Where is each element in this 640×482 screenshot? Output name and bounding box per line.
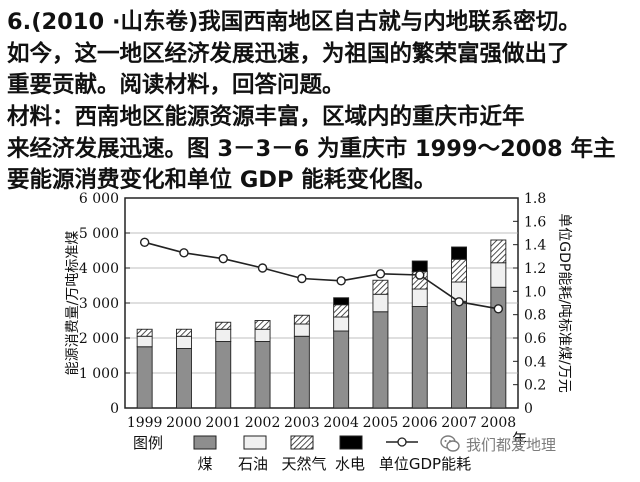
bar-segment <box>411 260 428 272</box>
gdp-energy-point <box>218 253 228 264</box>
gdp-energy-line <box>144 241 499 310</box>
legend-swatch <box>290 435 314 450</box>
bar-segment <box>254 341 271 409</box>
question-line-2: 如今，这一地区经济发展迅速，为祖国的繁荣富强做出了 <box>7 41 570 67</box>
x-tick-label: 2004 <box>323 415 359 431</box>
gdp-energy-point <box>375 269 386 279</box>
y2-axis-label: 单位GDP能耗/吨标准煤/万元 <box>556 213 572 393</box>
y-tick-label: 0 <box>110 401 119 417</box>
bar-segment <box>451 246 467 260</box>
y2-tick-label: 0.2 <box>524 378 546 394</box>
y-tick-label: 4 000 <box>79 261 119 277</box>
bar-segment <box>490 262 507 288</box>
gdp-energy-point <box>297 273 307 284</box>
legend-label: 煤 <box>197 455 212 473</box>
gdp-energy-point <box>179 248 189 258</box>
bar-segment <box>175 348 192 409</box>
y2-tick-label: 1.6 <box>524 214 546 230</box>
watermark-text: 我们都爱地理 <box>466 435 557 454</box>
bar-segment <box>411 306 428 409</box>
energy-chart: 0 1 000 2 000 3 000 4 000 5 000 6 000 0 0.2 0.4 0.… <box>60 190 620 478</box>
x-tick-label: 2006 <box>402 415 438 431</box>
bar-segment <box>215 321 232 330</box>
y2-tick-label: 0 <box>524 401 533 417</box>
legend-title: 图例 <box>133 434 163 452</box>
gdp-energy-point <box>415 270 425 280</box>
legend-swatch <box>243 435 267 450</box>
x-tick-label: 1999 <box>127 415 163 431</box>
bar-segment <box>372 311 389 409</box>
y-tick-label: 1 000 <box>79 366 119 382</box>
y2-tick-label: 1.8 <box>524 191 546 207</box>
bar-segment <box>254 320 271 330</box>
y2-tick-label: 1.0 <box>524 284 546 300</box>
bar-segment <box>333 297 350 306</box>
question-line-1: 6.(2010 ·山东卷)我国西南地区自古就与内地联系密切。 <box>7 9 581 35</box>
bar-segment <box>136 328 153 337</box>
y2-tick-label: 0.6 <box>524 331 546 347</box>
x-tick-label: 2007 <box>441 415 477 431</box>
y-tick-label: 5 000 <box>79 226 119 242</box>
gdp-energy-point <box>257 263 268 273</box>
x-tick-label: 2008 <box>481 415 517 431</box>
legend-swatch <box>193 435 217 450</box>
bar-segment <box>333 304 350 318</box>
bar-segment <box>136 335 153 348</box>
bar-segment <box>372 279 389 295</box>
watermark: 我们都爱地理 <box>440 434 556 454</box>
legend-label: 石油 <box>238 455 268 473</box>
bar-segment <box>254 328 271 342</box>
bar-segment <box>136 346 153 409</box>
y2-tick-label: 1.2 <box>524 261 546 277</box>
y-axis-label: 能源消费量/万吨标准煤 <box>65 231 81 376</box>
x-tick-label: 2002 <box>245 415 281 431</box>
bar-segment <box>293 314 310 325</box>
x-tick-label: 2001 <box>205 415 241 431</box>
chat-bubble-icon <box>440 435 460 452</box>
material-line-3: 要能源消费变化和单位 GDP 能耗变化图。 <box>7 167 437 193</box>
y-tick-label: 2 000 <box>79 331 119 347</box>
y2-tick-label: 0.8 <box>524 308 546 324</box>
gdp-energy-point <box>336 276 346 286</box>
bar-segment <box>175 328 192 337</box>
bar-segment <box>333 330 350 409</box>
legend-point-swatch <box>397 437 407 447</box>
bar-segment <box>215 341 232 409</box>
y2-tick-label: 1.4 <box>524 238 546 254</box>
x-tick-label: 2000 <box>166 415 202 431</box>
legend-label: 单位GDP能耗 <box>379 455 471 473</box>
legend-label: 水电 <box>335 455 365 473</box>
gdp-energy-point <box>493 304 504 314</box>
bar-segment <box>293 323 310 337</box>
bar-segment <box>293 335 310 409</box>
gdp-energy-point <box>454 297 464 307</box>
bar-segment <box>411 288 428 307</box>
y-tick-label: 6 000 <box>79 191 119 207</box>
bar-segment <box>451 300 467 409</box>
legend-swatch <box>339 435 363 450</box>
bar-segment <box>333 316 350 332</box>
bar-segment <box>215 328 232 342</box>
x-tick-label: 2005 <box>363 415 399 431</box>
bar-segment <box>490 239 507 264</box>
energy-chart-svg: 0 1 000 2 000 3 000 4 000 5 000 6 000 0 0.2 0.4 0.… <box>65 191 572 473</box>
bar-segment <box>451 258 467 283</box>
material-line-1: 材料：西南地区能源资源丰富，区域内的重庆市近年 <box>7 104 525 130</box>
x-axis-label: 年 <box>512 430 527 448</box>
bar-segment <box>372 293 389 313</box>
question-line-3: 重要贡献。阅读材料，回答问题。 <box>7 72 345 98</box>
bar-segment <box>175 335 192 349</box>
legend-label: 天然气 <box>281 455 326 473</box>
material-line-2: 来经济发展迅速。图 3－3－6 为重庆市 1999～2008 年主 <box>7 136 616 162</box>
y2-tick-label: 0.4 <box>524 354 546 370</box>
y-tick-label: 3 000 <box>79 296 119 312</box>
gdp-energy-point <box>139 237 150 248</box>
x-tick-label: 2003 <box>284 415 320 431</box>
